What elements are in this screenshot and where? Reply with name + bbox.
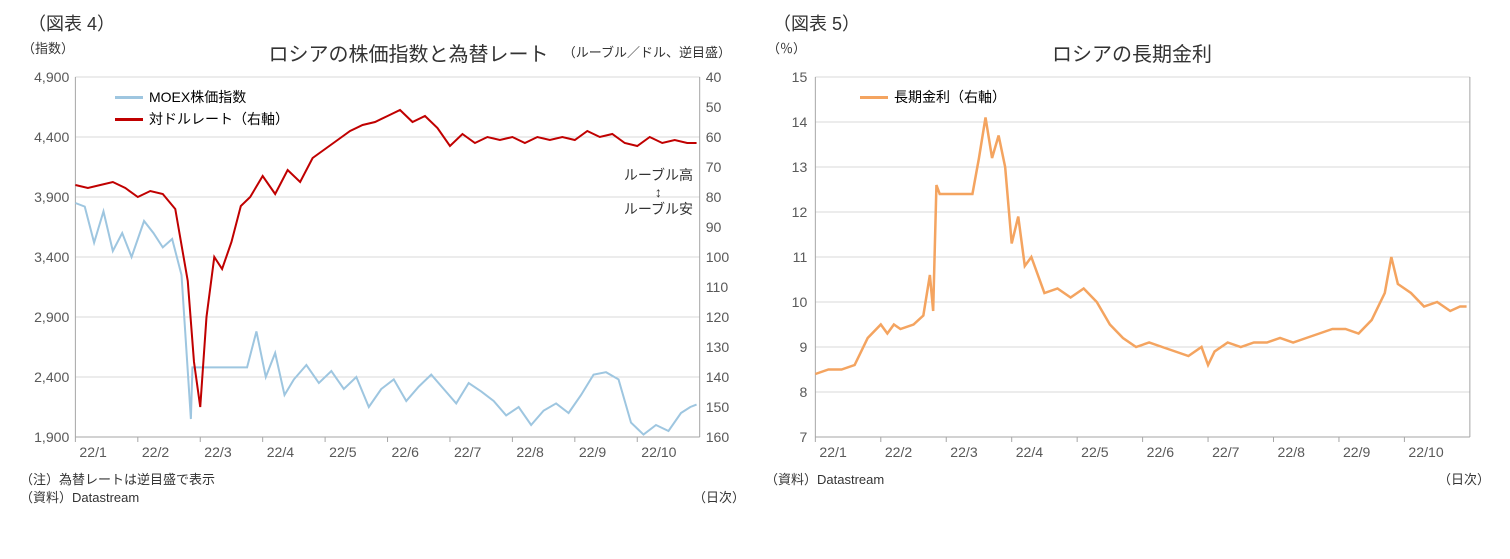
svg-text:7: 7 (799, 429, 807, 445)
svg-text:3,900: 3,900 (34, 189, 69, 205)
svg-text:70: 70 (706, 159, 722, 175)
svg-text:22/7: 22/7 (454, 444, 482, 460)
svg-text:22/4: 22/4 (1016, 444, 1044, 460)
chart5-legend: 長期金利（右軸） (860, 87, 1006, 107)
svg-text:10: 10 (792, 294, 808, 310)
legend-item: MOEX株価指数 (115, 87, 289, 107)
svg-text:110: 110 (706, 279, 729, 295)
chart4-ruble-annotation: ルーブル高 ↕ ルーブル安 (624, 167, 693, 217)
chart5-plot-area: 長期金利（右軸） 7 8 9 10 11 12 13 14 15 22/1 22/2 22/3 22/4… (765, 67, 1490, 467)
chart-4-wrap: （指数） ロシアの株価指数と為替レート （ルーブル／ドル、逆目盛） MOEX株価… (20, 38, 745, 549)
svg-text:80: 80 (706, 189, 722, 205)
svg-text:150: 150 (706, 399, 730, 415)
svg-text:100: 100 (706, 249, 730, 265)
chart4-plot-area: MOEX株価指数対ドルレート（右軸） ルーブル高 ↕ ルーブル安 1,900 2,… (20, 67, 745, 467)
chart5-note-right: （日次） (1438, 471, 1490, 489)
chart5-y-left-unit: （％） (767, 38, 806, 67)
legend-label: 対ドルレート（右軸） (149, 109, 289, 129)
chart5-note-left: （資料）Datastream (765, 471, 884, 489)
svg-text:22/6: 22/6 (392, 444, 420, 460)
chart4-note-right: （日次） (693, 489, 745, 507)
svg-text:22/2: 22/2 (885, 444, 913, 460)
svg-text:130: 130 (706, 339, 730, 355)
svg-text:2,400: 2,400 (34, 369, 69, 385)
svg-text:15: 15 (792, 69, 808, 85)
svg-text:160: 160 (706, 429, 730, 445)
svg-text:22/10: 22/10 (641, 444, 676, 460)
svg-text:22/3: 22/3 (204, 444, 232, 460)
figure-4-label: （図表 4） (28, 10, 745, 36)
chart5-svg: 7 8 9 10 11 12 13 14 15 22/1 22/2 22/3 22/4 22/5 22/6 2… (765, 67, 1490, 467)
svg-text:22/8: 22/8 (516, 444, 544, 460)
svg-text:120: 120 (706, 309, 730, 325)
svg-text:22/4: 22/4 (267, 444, 295, 460)
figure-5-panel: （図表 5） （％） ロシアの長期金利 長期金利（右軸） 7 8 9 10 11 12 13… (765, 10, 1490, 549)
svg-text:22/5: 22/5 (329, 444, 357, 460)
chart4-notes: （注）為替レートは逆目盛で表示 （資料）Datastream （日次） (20, 471, 745, 507)
chart5-title: ロシアの長期金利 (806, 38, 1458, 67)
legend-swatch (860, 96, 888, 99)
legend-item: 長期金利（右軸） (860, 87, 1006, 107)
svg-text:22/3: 22/3 (950, 444, 978, 460)
legend-item: 対ドルレート（右軸） (115, 109, 289, 129)
svg-text:140: 140 (706, 369, 730, 385)
svg-text:90: 90 (706, 219, 722, 235)
svg-text:14: 14 (792, 114, 808, 130)
svg-text:3,400: 3,400 (34, 249, 69, 265)
svg-text:9: 9 (799, 339, 807, 355)
figure-4-panel: （図表 4） （指数） ロシアの株価指数と為替レート （ルーブル／ドル、逆目盛）… (20, 10, 745, 549)
annotation-arrow-icon: ↕ (624, 184, 693, 201)
svg-text:22/2: 22/2 (142, 444, 170, 460)
svg-text:22/10: 22/10 (1408, 444, 1443, 460)
chart5-notes: （資料）Datastream （日次） (765, 471, 1490, 489)
chart4-subtitle: （ルーブル／ドル、逆目盛） (563, 42, 731, 61)
svg-text:50: 50 (706, 99, 722, 115)
svg-text:22/5: 22/5 (1081, 444, 1109, 460)
svg-text:2,900: 2,900 (34, 309, 69, 325)
chart-5-wrap: （％） ロシアの長期金利 長期金利（右軸） 7 8 9 10 11 12 13 14 15 22/… (765, 38, 1490, 549)
svg-text:4,400: 4,400 (34, 129, 69, 145)
svg-text:22/8: 22/8 (1278, 444, 1306, 460)
annotation-low: ルーブル安 (624, 201, 693, 218)
svg-text:11: 11 (793, 249, 808, 265)
legend-swatch (115, 96, 143, 99)
svg-text:8: 8 (799, 384, 807, 400)
annotation-high: ルーブル高 (624, 167, 693, 184)
svg-text:13: 13 (792, 159, 808, 175)
chart4-legend: MOEX株価指数対ドルレート（右軸） (115, 87, 289, 129)
svg-text:40: 40 (706, 69, 722, 85)
chart4-note-1: （注）為替レートは逆目盛で表示 (20, 471, 215, 489)
svg-text:22/9: 22/9 (1343, 444, 1371, 460)
svg-text:22/6: 22/6 (1147, 444, 1175, 460)
legend-label: 長期金利（右軸） (894, 87, 1006, 107)
legend-label: MOEX株価指数 (149, 87, 246, 107)
svg-text:22/1: 22/1 (819, 444, 847, 460)
svg-text:22/1: 22/1 (79, 444, 107, 460)
figure-5-label: （図表 5） (773, 10, 1490, 36)
chart4-y-left-unit: （指数） (22, 38, 74, 67)
chart4-note-2: （資料）Datastream (20, 489, 215, 507)
svg-text:22/7: 22/7 (1212, 444, 1240, 460)
svg-text:60: 60 (706, 129, 722, 145)
svg-text:1,900: 1,900 (34, 429, 69, 445)
svg-text:22/9: 22/9 (579, 444, 607, 460)
svg-text:4,900: 4,900 (34, 69, 69, 85)
svg-text:12: 12 (792, 204, 808, 220)
legend-swatch (115, 118, 143, 121)
